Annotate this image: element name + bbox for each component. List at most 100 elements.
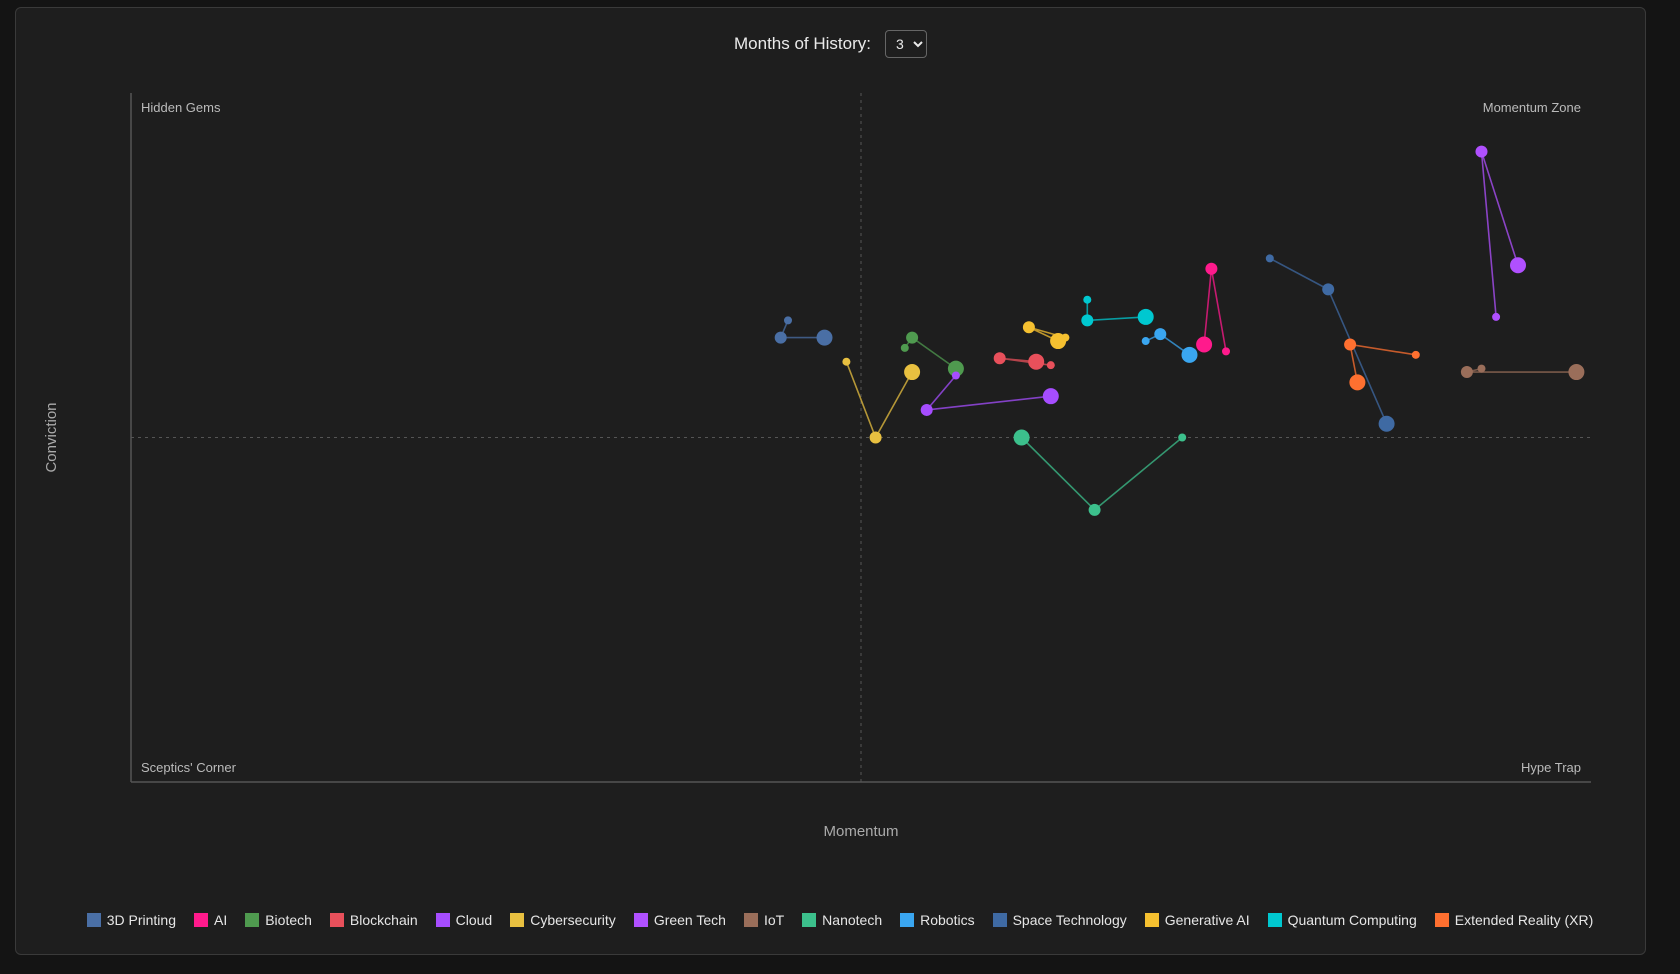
legend-swatch xyxy=(633,913,648,927)
data-point xyxy=(1154,328,1167,341)
data-point xyxy=(1349,374,1366,391)
legend-label: Cloud xyxy=(455,912,493,928)
data-point xyxy=(900,343,909,352)
series-line xyxy=(845,361,913,440)
legend-label: Cybersecurity xyxy=(530,912,616,928)
data-point xyxy=(1196,336,1213,353)
legend-label: Extended Reality (XR) xyxy=(1454,912,1594,928)
quadrant-label-bottom-right: Hype Trap xyxy=(1521,760,1581,775)
legend: 3D Printing AI Biotech Blockchain Cloud Cyber… xyxy=(0,912,1680,928)
legend-label: Blockchain xyxy=(349,912,418,928)
legend-swatch xyxy=(193,913,208,927)
legend-item[interactable]: AI xyxy=(193,912,228,928)
legend-label: 3D Printing xyxy=(106,912,176,928)
legend-swatch xyxy=(1267,913,1282,927)
series-4 xyxy=(920,371,1059,416)
data-point xyxy=(1411,350,1420,359)
data-point xyxy=(1042,388,1059,405)
data-point xyxy=(1141,337,1150,346)
legend-label: Nanotech xyxy=(822,912,883,928)
legend-item[interactable]: Biotech xyxy=(245,912,312,928)
data-point xyxy=(1046,361,1055,370)
data-point xyxy=(920,403,933,416)
series-5 xyxy=(842,357,921,444)
legend-label: Robotics xyxy=(920,912,975,928)
data-point xyxy=(842,357,851,366)
legend-swatch xyxy=(86,913,101,927)
legend-label: Generative AI xyxy=(1164,912,1250,928)
data-point xyxy=(1181,346,1198,363)
history-select[interactable]: 3 xyxy=(885,30,927,58)
quadrant-label-top-left: Hidden Gems xyxy=(141,100,221,115)
legend-swatch xyxy=(1434,913,1449,927)
legend-item[interactable]: Cloud xyxy=(435,912,493,928)
series-8 xyxy=(1013,429,1187,516)
legend-item[interactable]: IoT xyxy=(743,912,785,928)
legend-label: Green Tech xyxy=(653,912,726,928)
data-point xyxy=(1050,333,1067,350)
legend-item[interactable]: Generative AI xyxy=(1144,912,1250,928)
data-point xyxy=(1022,321,1035,334)
chart-panel: Months of History: 3 xyxy=(15,7,1646,955)
series-6 xyxy=(1475,145,1526,321)
data-point xyxy=(1460,366,1473,379)
legend-item[interactable]: 3D Printing xyxy=(86,912,176,928)
legend-swatch xyxy=(900,913,915,927)
data-point xyxy=(1081,314,1094,327)
legend-item[interactable]: Nanotech xyxy=(802,912,882,928)
legend-item[interactable]: Extended Reality (XR) xyxy=(1434,912,1594,928)
data-point xyxy=(1344,338,1357,351)
data-point xyxy=(1265,254,1274,263)
data-point xyxy=(774,331,787,344)
series-line xyxy=(1269,257,1388,425)
data-point xyxy=(1088,503,1101,516)
legend-swatch xyxy=(1144,913,1159,927)
data-point xyxy=(1205,262,1218,275)
legend-swatch xyxy=(992,913,1007,927)
legend-swatch xyxy=(743,913,758,927)
data-point xyxy=(1178,433,1187,442)
series-13 xyxy=(1344,338,1420,391)
data-point xyxy=(906,331,919,344)
series-7 xyxy=(1460,364,1585,381)
data-point xyxy=(951,371,960,380)
data-point xyxy=(1322,283,1335,296)
quadrant-label-top-right: Momentum Zone xyxy=(1483,100,1581,115)
legend-item[interactable]: Green Tech xyxy=(633,912,726,928)
legend-swatch xyxy=(329,913,344,927)
legend-label: IoT xyxy=(763,912,785,928)
quadrant-label-bottom-left: Sceptics' Corner xyxy=(141,760,237,775)
legend-item[interactable]: Quantum Computing xyxy=(1267,912,1417,928)
axes xyxy=(130,93,1591,783)
series-3 xyxy=(993,352,1055,370)
legend-item[interactable]: Blockchain xyxy=(329,912,418,928)
data-point xyxy=(784,316,792,325)
legend-label: Quantum Computing xyxy=(1287,912,1417,928)
labels-layer: Hidden Gems Momentum Zone Sceptics' Corner… xyxy=(43,100,1581,840)
data-point xyxy=(947,360,964,377)
series-10 xyxy=(1265,254,1395,432)
series-line xyxy=(924,374,1051,411)
legend-item[interactable]: Robotics xyxy=(900,912,975,928)
legend-item[interactable]: Cybersecurity xyxy=(510,912,616,928)
data-point xyxy=(1568,364,1585,381)
legend-swatch xyxy=(510,913,525,927)
y-axis-label: Conviction xyxy=(43,402,60,472)
series-line xyxy=(1480,151,1519,317)
legend-item[interactable]: Space Technology xyxy=(992,912,1127,928)
legend-label: Biotech xyxy=(265,912,312,928)
history-label: Months of History: xyxy=(734,34,871,53)
data-point xyxy=(1492,312,1501,321)
legend-swatch xyxy=(245,913,260,927)
series-layer xyxy=(774,145,1585,516)
series-11 xyxy=(1022,321,1070,350)
series-line xyxy=(1086,299,1146,322)
legend-swatch xyxy=(802,913,817,927)
data-point xyxy=(816,329,833,346)
series-2 xyxy=(900,331,964,377)
data-point xyxy=(1013,429,1030,446)
series-9 xyxy=(1141,328,1198,363)
legend-label: AI xyxy=(213,912,228,928)
data-point xyxy=(1510,257,1526,274)
